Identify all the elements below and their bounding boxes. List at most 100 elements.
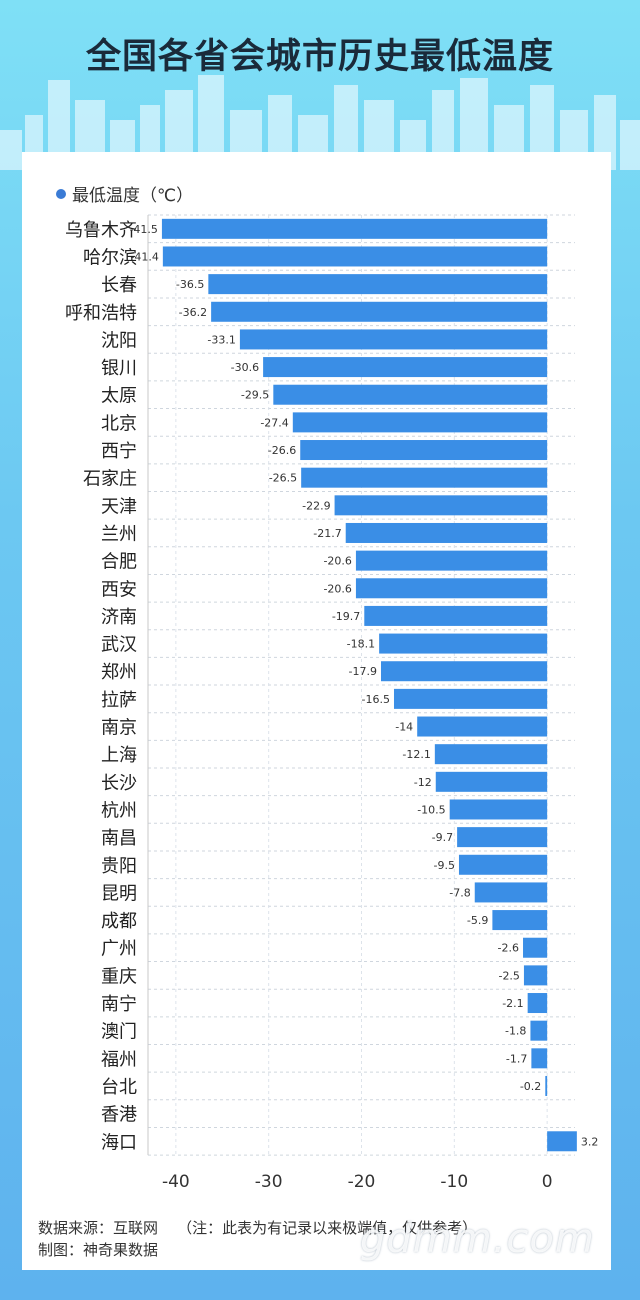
category-label: 西宁: [101, 441, 137, 462]
data-label: -10.5: [417, 803, 445, 816]
data-label: -9.5: [433, 859, 454, 872]
page-title: 全国各省会城市历史最低温度: [85, 37, 554, 77]
category-label: 郑州: [101, 662, 137, 683]
data-label: -36.2: [179, 306, 207, 319]
category-label: 上海: [101, 745, 137, 766]
data-label: -12.1: [402, 748, 430, 761]
data-label: -12: [414, 776, 432, 789]
bar: [474, 882, 548, 903]
data-label: -27.4: [260, 416, 288, 429]
data-label: -2.1: [502, 997, 523, 1010]
bar: [161, 218, 548, 239]
category-label: 香港: [101, 1105, 137, 1126]
bar: [273, 384, 548, 405]
data-label: -26.5: [269, 472, 297, 485]
bar: [523, 965, 548, 986]
bar: [380, 661, 548, 682]
x-tick-label: -20: [348, 1172, 376, 1192]
category-label: 西安: [101, 579, 137, 600]
bar: [449, 799, 548, 820]
category-label: 广州: [101, 939, 137, 960]
x-tick-label: -30: [255, 1172, 283, 1192]
bar: [523, 937, 548, 958]
category-label: 南昌: [101, 828, 137, 849]
bar: [300, 440, 548, 461]
data-label: -1.8: [505, 1025, 526, 1038]
data-label: -1.7: [506, 1052, 527, 1065]
bar: [162, 246, 548, 267]
data-label: -17.9: [349, 665, 377, 678]
data-label: -41.5: [129, 223, 157, 236]
bar: [531, 1048, 548, 1069]
bar: [208, 274, 548, 295]
category-label: 长春: [101, 275, 137, 296]
data-label: -30.6: [231, 361, 259, 374]
data-label: -26.6: [268, 444, 296, 457]
bar: [364, 605, 548, 626]
legend-label: 最低温度（℃）: [72, 186, 194, 206]
category-label: 澳门: [101, 1022, 137, 1043]
data-label: -41.4: [130, 250, 158, 263]
bar: [211, 301, 548, 322]
bar: [457, 827, 548, 848]
bar: [434, 744, 548, 765]
bar: [355, 550, 548, 571]
data-label: -36.5: [176, 278, 204, 291]
category-label: 兰州: [101, 524, 137, 545]
bar: [530, 1020, 548, 1041]
bar: [527, 993, 548, 1014]
footer-maker: 制图：神奇果数据: [38, 1241, 159, 1259]
category-label: 乌鲁木齐: [65, 220, 137, 241]
bar: [417, 716, 548, 737]
data-label: -20.6: [323, 582, 351, 595]
data-label: -0.2: [520, 1080, 541, 1093]
category-label: 台北: [101, 1077, 137, 1098]
category-label: 海口: [101, 1132, 137, 1153]
data-label: -22.9: [302, 499, 330, 512]
data-label: -2.6: [498, 942, 519, 955]
chart-legend: 最低温度（℃）: [56, 181, 193, 206]
footer-note: （注：此表为有记录以来极端值，仅供参考）: [177, 1219, 478, 1237]
category-label: 长沙: [101, 773, 137, 794]
data-label: 3.2: [581, 1135, 599, 1148]
data-label: -5.9: [467, 914, 488, 927]
bar: [393, 688, 548, 709]
category-label: 呼和浩特: [65, 303, 137, 324]
data-label: -18.1: [347, 638, 375, 651]
category-label: 武汉: [101, 635, 137, 656]
data-label: -33.1: [207, 333, 235, 346]
category-label: 沈阳: [101, 330, 137, 351]
category-label: 银川: [101, 358, 137, 379]
data-label: -2.5: [498, 969, 519, 982]
bar: [334, 495, 548, 516]
bar: [492, 910, 548, 931]
bar: [379, 633, 548, 654]
bar: [458, 854, 548, 875]
data-label: -20.6: [323, 555, 351, 568]
bar: [547, 1131, 577, 1152]
watermark: gdmm.com: [360, 1216, 595, 1262]
category-label: 合肥: [101, 552, 137, 573]
x-tick-label: 0: [542, 1172, 553, 1192]
data-label: -7.8: [449, 886, 470, 899]
bar: [435, 771, 548, 792]
x-tick-label: -40: [162, 1172, 190, 1192]
category-label: 南宁: [101, 994, 137, 1015]
category-label: 拉萨: [101, 690, 137, 711]
bar: [355, 578, 548, 599]
bar: [345, 522, 548, 543]
bar: [292, 412, 548, 433]
footer-source: 数据来源：互联网: [38, 1219, 159, 1237]
category-label: 杭州: [101, 800, 137, 821]
category-label: 济南: [101, 607, 137, 628]
category-label: 昆明: [101, 883, 137, 904]
category-label: 福州: [101, 1049, 137, 1070]
category-label: 重庆: [101, 966, 137, 987]
bar: [545, 1075, 548, 1096]
data-label: -14: [395, 721, 413, 734]
category-label: 石家庄: [83, 469, 137, 490]
data-label: -19.7: [332, 610, 360, 623]
bar: [301, 467, 548, 488]
data-label: -9.7: [432, 831, 453, 844]
category-label: 北京: [101, 413, 137, 434]
